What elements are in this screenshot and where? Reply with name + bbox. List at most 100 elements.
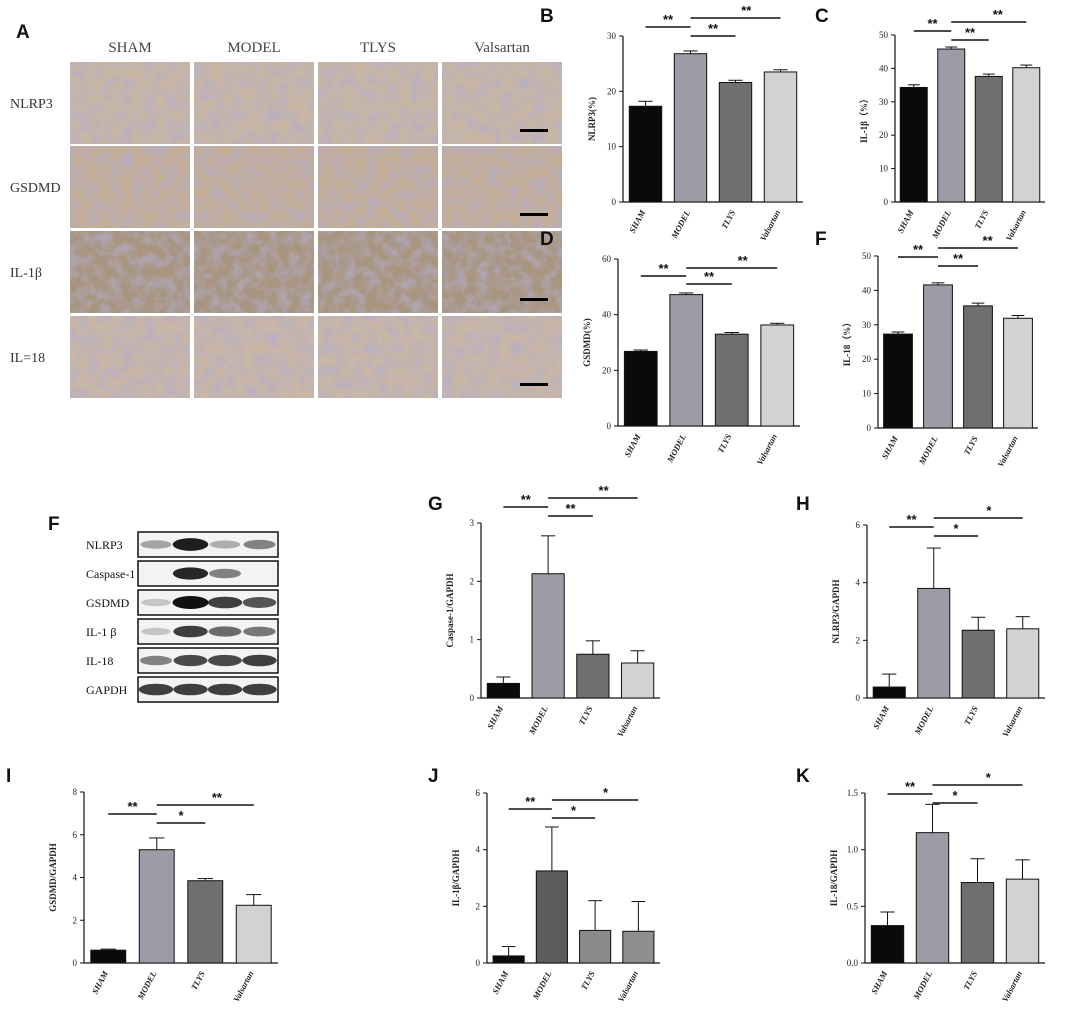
error-bar: [588, 900, 602, 931]
y-tick-label: 20: [862, 354, 872, 364]
significance-label: *: [986, 770, 992, 785]
bar: [937, 48, 966, 203]
x-tick-label: TLYS: [579, 969, 597, 992]
blot-strip: [137, 647, 279, 674]
bar: [915, 832, 950, 964]
bar-chart-g: G 0 1 2 3 Caspase-1/GAPDH SHAM MODEL TLYS Valsart…: [428, 483, 660, 739]
x-tick-label: Valsartan: [995, 434, 1020, 469]
ihc-tile: [318, 146, 438, 228]
bar: [622, 930, 655, 964]
ihc-tile: [194, 62, 314, 144]
significance-label: **: [704, 269, 715, 284]
x-tick-label: Valsartan: [616, 969, 641, 1004]
bar: [917, 587, 951, 699]
x-tick-label: SHAM: [627, 208, 648, 235]
x-tick-label: TLYS: [972, 208, 990, 231]
panel-label-k: K: [796, 766, 810, 787]
y-tick-label: 4: [73, 873, 78, 883]
error-bar: [770, 322, 785, 325]
x-tick-label: SHAM: [485, 704, 506, 731]
y-tick-label: 1: [470, 635, 475, 645]
bar: [1012, 67, 1041, 203]
bar: [1005, 878, 1040, 964]
significance-label: **: [212, 790, 223, 805]
significance-label: **: [738, 253, 749, 268]
x-tick-label: Valsartan: [231, 969, 256, 1004]
blot-strip: [137, 589, 279, 616]
ihc-row-label: IL-1β: [10, 266, 42, 281]
blot-row-label: GAPDH: [86, 683, 128, 697]
ihc-tile: [194, 231, 314, 313]
error-bar: [149, 837, 165, 850]
ihc-tile: [70, 231, 190, 313]
scale-bar: [520, 298, 548, 301]
bar: [714, 333, 749, 427]
y-tick-label: 10: [862, 389, 872, 399]
bar: [963, 305, 993, 429]
x-tick-label: MODEL: [669, 208, 693, 241]
error-bar: [945, 46, 958, 50]
panel-label-g: G: [428, 494, 443, 515]
bar: [90, 949, 127, 964]
y-tick-label: 30: [879, 97, 889, 107]
ihc-tile: [442, 231, 562, 313]
significance-label: **: [983, 233, 994, 248]
ihc-column-label: TLYS: [360, 40, 396, 56]
significance-label: *: [986, 503, 992, 518]
blot-band: [138, 683, 174, 696]
significance-label: **: [953, 251, 964, 266]
bar: [872, 686, 906, 699]
bar: [628, 105, 663, 203]
blot-row-label: NLRP3: [86, 538, 123, 552]
significance-label: **: [521, 492, 532, 507]
bar: [923, 284, 953, 429]
panel-label-i: I: [6, 766, 11, 787]
blot-strip: [137, 618, 279, 645]
blot-band: [208, 654, 242, 667]
y-tick-label: 8: [73, 787, 78, 797]
blot-strip: [137, 676, 279, 703]
error-bar: [683, 50, 698, 54]
y-axis-label: IL-18（%）: [842, 318, 852, 367]
ihc-tile: [318, 316, 438, 398]
x-tick-label: TLYS: [962, 704, 980, 727]
y-tick-label: 2: [856, 635, 861, 645]
y-tick-label: 2: [73, 915, 78, 925]
y-tick-label: 0: [856, 693, 861, 703]
significance-label: **: [663, 12, 674, 27]
bar: [623, 350, 658, 427]
x-tick-label: Valsartan: [754, 432, 779, 467]
y-tick-label: 10: [879, 164, 889, 174]
significance-label: **: [927, 16, 938, 31]
significance-label: **: [913, 242, 924, 257]
y-tick-label: 20: [879, 130, 889, 140]
blot-band: [207, 596, 243, 609]
blot-band: [242, 597, 277, 608]
x-tick-label: TLYS: [719, 208, 737, 231]
y-tick-label: 0.0: [847, 958, 859, 968]
error-bar: [197, 878, 213, 881]
bar-chart-f: F 0 10 20 30 40 50 IL-18（%） SHAM MODEL TLYS Valsart…: [815, 229, 1038, 469]
x-tick-label: MODEL: [911, 969, 935, 1002]
bar: [1006, 628, 1040, 699]
bar: [535, 870, 568, 964]
x-tick-label: SHAM: [490, 969, 511, 996]
significance-label: **: [993, 7, 1004, 22]
bar: [235, 904, 272, 964]
y-axis-label: GSDMD/GAPDH: [48, 843, 58, 912]
panel-label-c: C: [815, 6, 829, 27]
western-blot-panel: F NLRP3 Caspase-1 GSDMD IL-1 β IL-18 GAPDH: [48, 514, 279, 703]
ihc-tile: [442, 316, 562, 398]
error-bar: [679, 292, 694, 295]
error-bar: [1011, 315, 1025, 319]
y-axis-label: NLRP3(%): [587, 97, 597, 141]
x-tick-label: TLYS: [576, 704, 594, 727]
bar: [960, 882, 995, 964]
ihc-tile: [442, 146, 562, 228]
x-tick-label: MODEL: [912, 704, 936, 737]
y-tick-label: 0: [476, 958, 481, 968]
y-tick-label: 0.5: [847, 901, 859, 911]
blot-band: [141, 598, 171, 607]
x-tick-label: TLYS: [715, 432, 733, 455]
